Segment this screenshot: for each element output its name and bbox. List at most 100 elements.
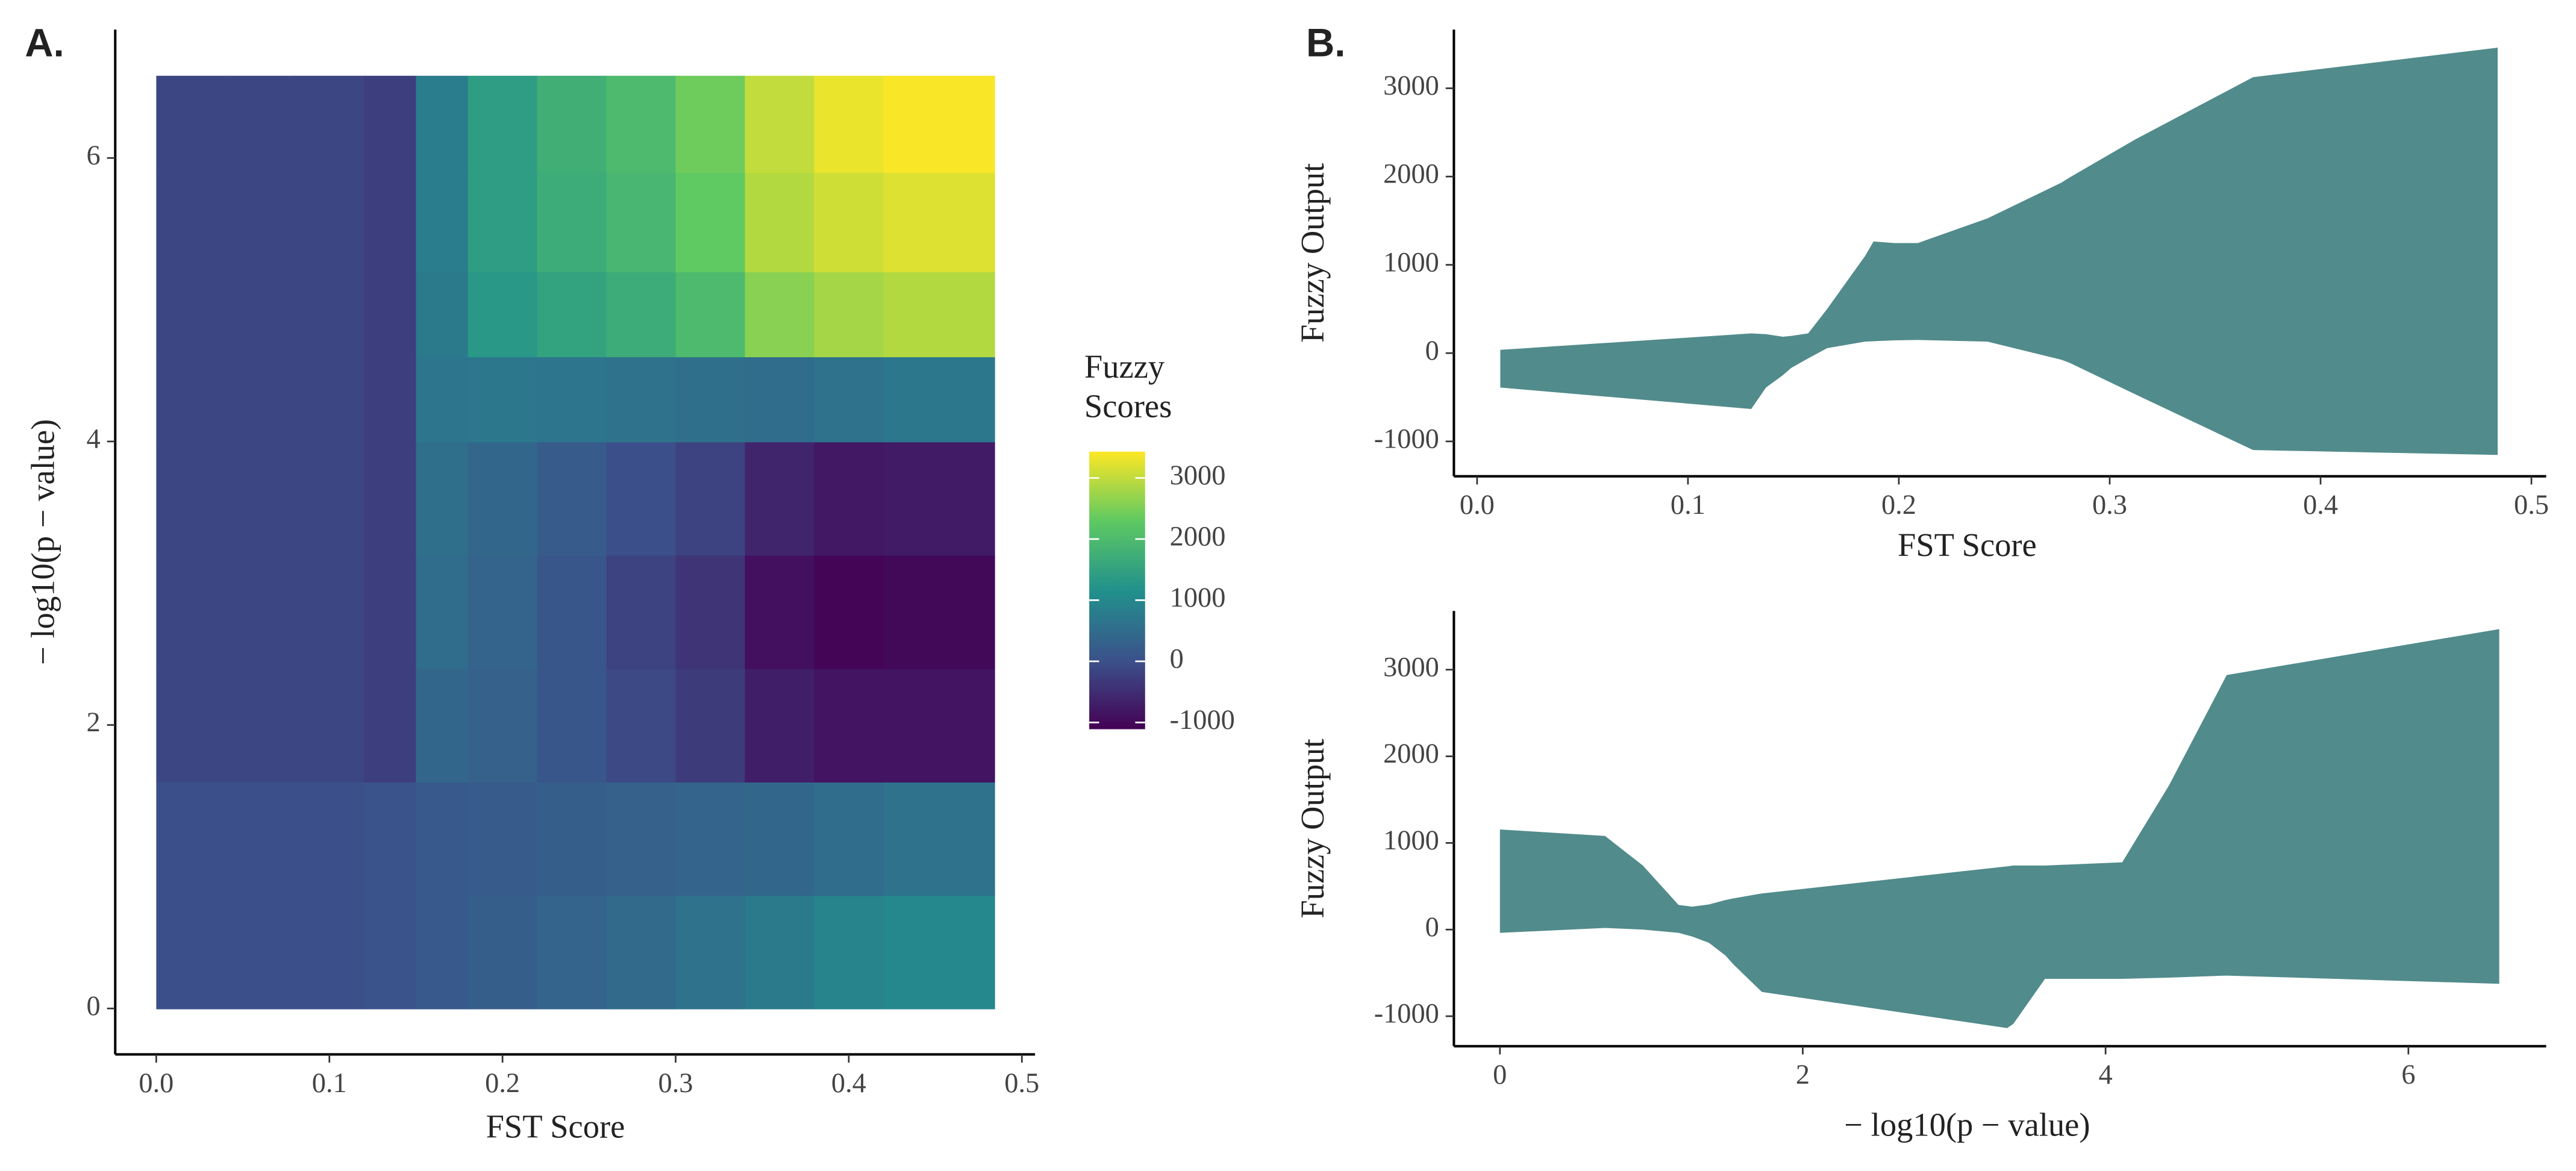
heat-cell <box>467 172 538 272</box>
heat-cell <box>606 75 677 173</box>
heat-cell <box>467 271 538 358</box>
x-tick-label: 0.0 <box>1460 490 1495 520</box>
heat-cell <box>814 441 884 556</box>
heat-cell <box>814 555 884 669</box>
heat-cell <box>745 75 815 173</box>
y-tick-label: 0 <box>1425 912 1439 943</box>
heat-cell <box>606 172 677 272</box>
heat-cell <box>156 895 227 1010</box>
heat-cell <box>156 781 227 896</box>
y-tick-label: 4 <box>87 424 101 455</box>
heat-cell <box>416 668 469 783</box>
x-tick-label: 0.5 <box>2514 490 2549 520</box>
heat-cell <box>364 172 417 272</box>
heat-cell <box>675 441 746 556</box>
heat-cell <box>416 356 469 443</box>
y-tick-label: 2000 <box>1383 159 1439 190</box>
x-axis-label: FST Score <box>486 1108 625 1144</box>
heat-cell <box>295 895 365 1010</box>
heat-cell <box>225 356 296 443</box>
heat-cell <box>537 781 607 896</box>
heat-cell <box>295 172 365 272</box>
heat-cell <box>364 781 417 896</box>
heat-cell <box>814 271 884 358</box>
heat-cell <box>745 555 815 669</box>
y-axis-label: Fuzzy Output <box>1294 163 1331 343</box>
y-tick-label: 2 <box>87 707 101 738</box>
x-tick-label: 0 <box>1493 1060 1507 1090</box>
heat-cell <box>537 172 607 272</box>
colorbar-label: 3000 <box>1170 460 1226 491</box>
heat-cell <box>745 895 815 1010</box>
heat-cell <box>745 356 815 443</box>
heat-cell <box>537 271 607 358</box>
x-tick-label: 0.3 <box>2092 490 2127 520</box>
heat-cell <box>295 356 365 443</box>
ribbon <box>1500 48 2498 455</box>
heat-cell <box>467 781 538 896</box>
colorbar-label: -1000 <box>1170 705 1235 735</box>
x-tick-label: 6 <box>2401 1060 2415 1090</box>
heat-cell <box>606 356 677 443</box>
heat-cell <box>675 271 746 358</box>
heat-cell <box>416 75 469 173</box>
heat-cell <box>416 781 469 896</box>
heat-cell <box>745 668 815 783</box>
heat-cell <box>295 271 365 358</box>
heat-cell <box>883 895 995 1010</box>
heat-cell <box>675 895 746 1010</box>
heat-cell <box>295 668 365 783</box>
heat-cell <box>225 668 296 783</box>
y-axis-label: − log10(p − value) <box>24 419 61 665</box>
heat-cell <box>606 271 677 358</box>
heat-cell <box>537 555 607 669</box>
y-tick-label: -1000 <box>1374 999 1439 1029</box>
x-axis-label: − log10(p − value) <box>1844 1107 2090 1143</box>
heat-cell <box>675 172 746 272</box>
heat-cell <box>675 781 746 896</box>
heat-cell <box>537 895 607 1010</box>
heat-cell <box>467 668 538 783</box>
y-tick-label: 3000 <box>1383 652 1439 682</box>
legend-title-box: Fuzzy Scores <box>1084 350 1172 425</box>
heat-cell <box>364 895 417 1010</box>
heat-cell <box>225 271 296 358</box>
ribbon <box>1499 629 2499 1028</box>
heat-cell <box>814 356 884 443</box>
y-tick-label: 2000 <box>1383 739 1439 769</box>
heat-cell <box>537 75 607 173</box>
x-axis-label: FST Score <box>1898 526 2037 563</box>
heat-cell <box>537 356 607 443</box>
heat-cell <box>364 75 417 173</box>
heat-cell <box>364 555 417 669</box>
heat-cell <box>467 356 538 443</box>
heat-cell <box>156 668 227 783</box>
heat-cell <box>295 441 365 556</box>
heat-cell <box>883 555 995 669</box>
heat-cell <box>416 271 469 358</box>
x-tick-label: 0.2 <box>1881 490 1916 520</box>
heat-cell <box>225 895 296 1010</box>
heat-cell <box>814 75 884 173</box>
panel-label: B. <box>1306 21 1345 65</box>
x-tick-label: 0.4 <box>831 1068 866 1099</box>
heat-cell <box>675 75 746 173</box>
heat-cell <box>745 172 815 272</box>
colorbar-label: 0 <box>1170 644 1184 675</box>
heat-cell <box>814 668 884 783</box>
x-tick-label: 2 <box>1796 1060 1810 1090</box>
heat-cell <box>745 781 815 896</box>
heat-cell <box>467 555 538 669</box>
heat-cell <box>225 781 296 896</box>
colorbar <box>1089 451 1145 729</box>
y-tick-label: 0 <box>87 991 101 1022</box>
heat-cell <box>814 172 884 272</box>
heat-cell <box>675 356 746 443</box>
y-tick-label: 1000 <box>1383 825 1439 856</box>
heat-cell <box>225 555 296 669</box>
heat-cell <box>156 555 227 669</box>
x-tick-label: 0.3 <box>658 1068 693 1099</box>
heat-cell <box>156 356 227 443</box>
y-tick-label: 1000 <box>1383 247 1439 278</box>
